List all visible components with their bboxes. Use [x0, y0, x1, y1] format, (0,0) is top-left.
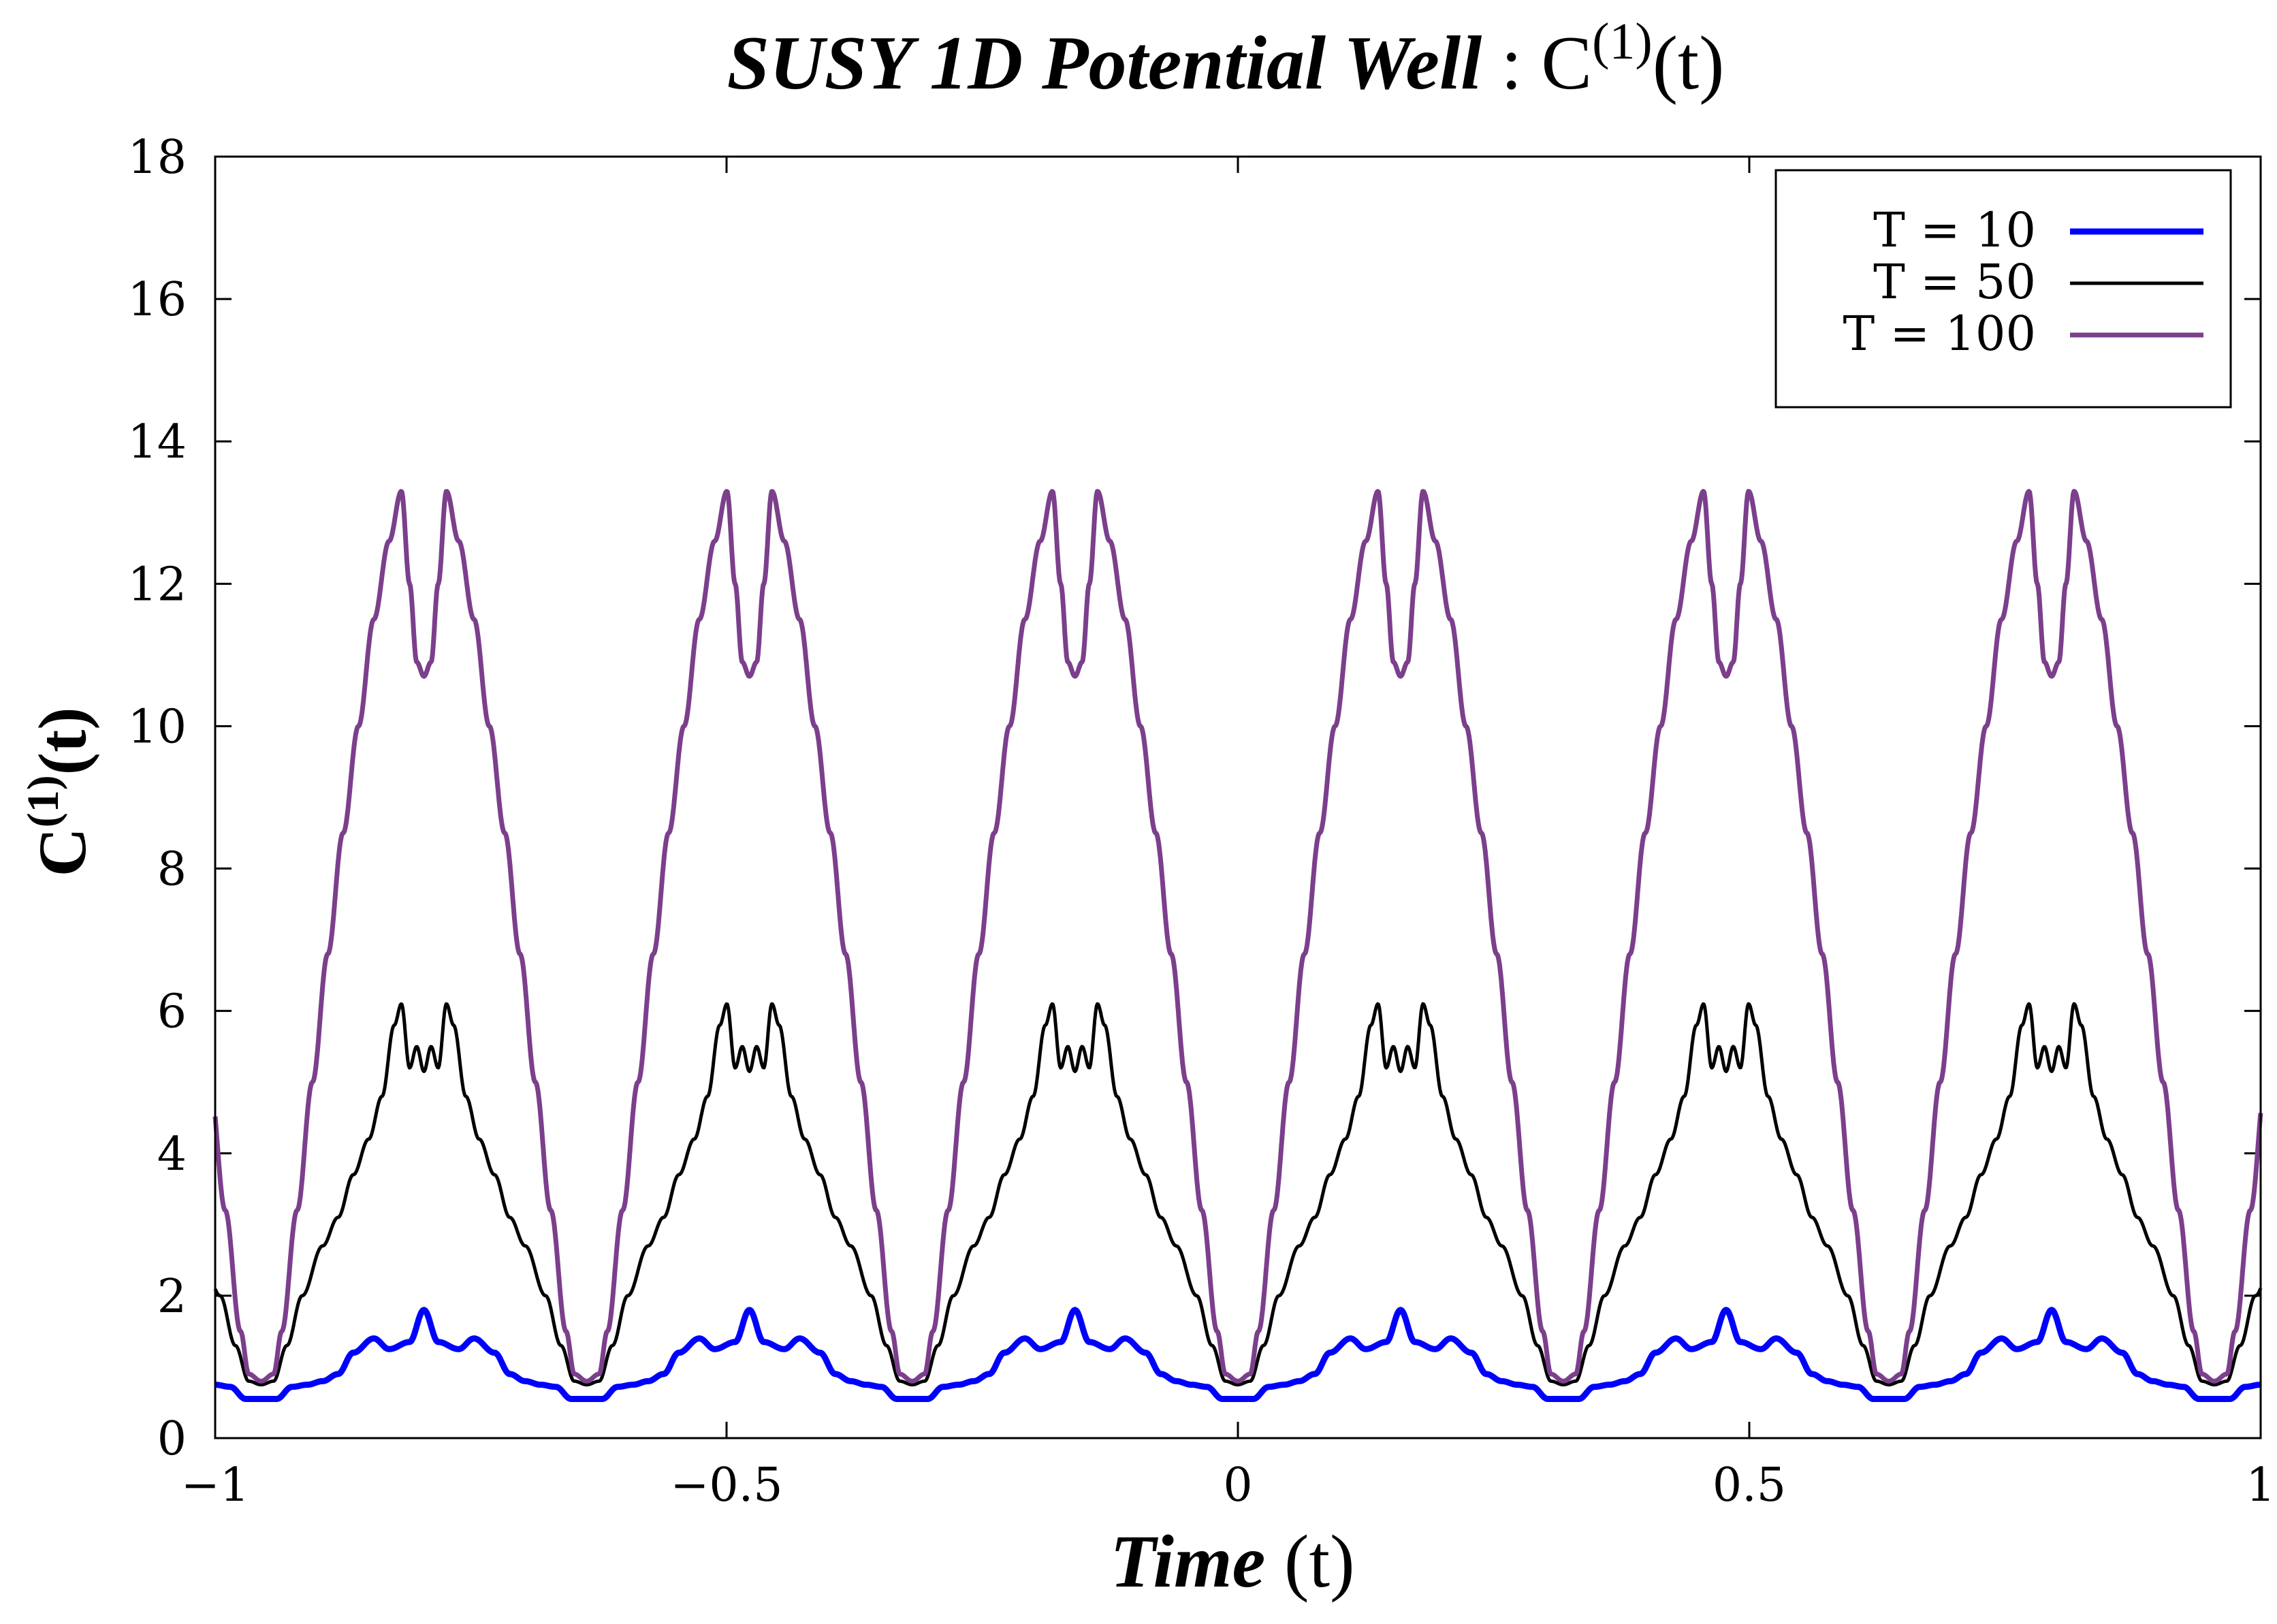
y-tick-label: 18: [127, 131, 187, 185]
x-tick-label: 0: [1223, 1459, 1252, 1512]
y-tick-label: 12: [127, 558, 187, 611]
y-axis-label-suffix: (t): [25, 707, 100, 775]
series-line-3: [212, 489, 2263, 1384]
chart-title-separator: :: [1482, 21, 1541, 106]
y-tick-label: 16: [127, 273, 187, 327]
y-tick-label: 10: [127, 700, 187, 754]
x-axis-label-italic: Time: [1110, 1520, 1265, 1603]
y-tick-label: 14: [127, 415, 187, 469]
legend: T = 10T = 50T = 100: [1774, 169, 2232, 409]
x-axis-label-rest: (t): [1265, 1520, 1354, 1603]
series-line-2: [213, 1002, 2263, 1387]
plot-frame: [214, 155, 2262, 1439]
y-tick-label: 0: [157, 1412, 187, 1466]
y-tick-label: 8: [157, 843, 187, 897]
legend-label: T = 10: [1873, 202, 2036, 258]
chart-title-superscript: (1): [1592, 13, 1653, 70]
chart-title-main: C: [1541, 21, 1592, 106]
y-axis-label-main: C: [25, 827, 100, 876]
x-tick-label: 0.5: [1713, 1459, 1786, 1512]
y-tick-label: 6: [157, 985, 187, 1039]
series-layer: [212, 489, 2263, 1402]
x-tick-label: 1: [2246, 1459, 2275, 1512]
series-line-1: [212, 1307, 2263, 1402]
x-axis-label: Time (t): [1110, 1520, 1354, 1603]
y-axis-label: C(1)(t): [18, 707, 100, 876]
y-axis-label-superscript: (1): [18, 775, 68, 827]
chart-title-italic: SUSY 1D Potential Well: [727, 21, 1482, 106]
legend-box: [1774, 169, 2232, 409]
chart-title: SUSY 1D Potential Well : C(1)(t): [727, 13, 1725, 106]
chart-title-suffix: (t): [1653, 21, 1725, 106]
x-tick-label: −0.5: [670, 1459, 782, 1512]
y-tick-label: 2: [157, 1270, 187, 1324]
y-tick-label: 4: [157, 1128, 187, 1181]
legend-label: T = 100: [1843, 306, 2036, 362]
x-tick-label: −1: [181, 1459, 249, 1512]
legend-label: T = 50: [1873, 254, 2036, 310]
